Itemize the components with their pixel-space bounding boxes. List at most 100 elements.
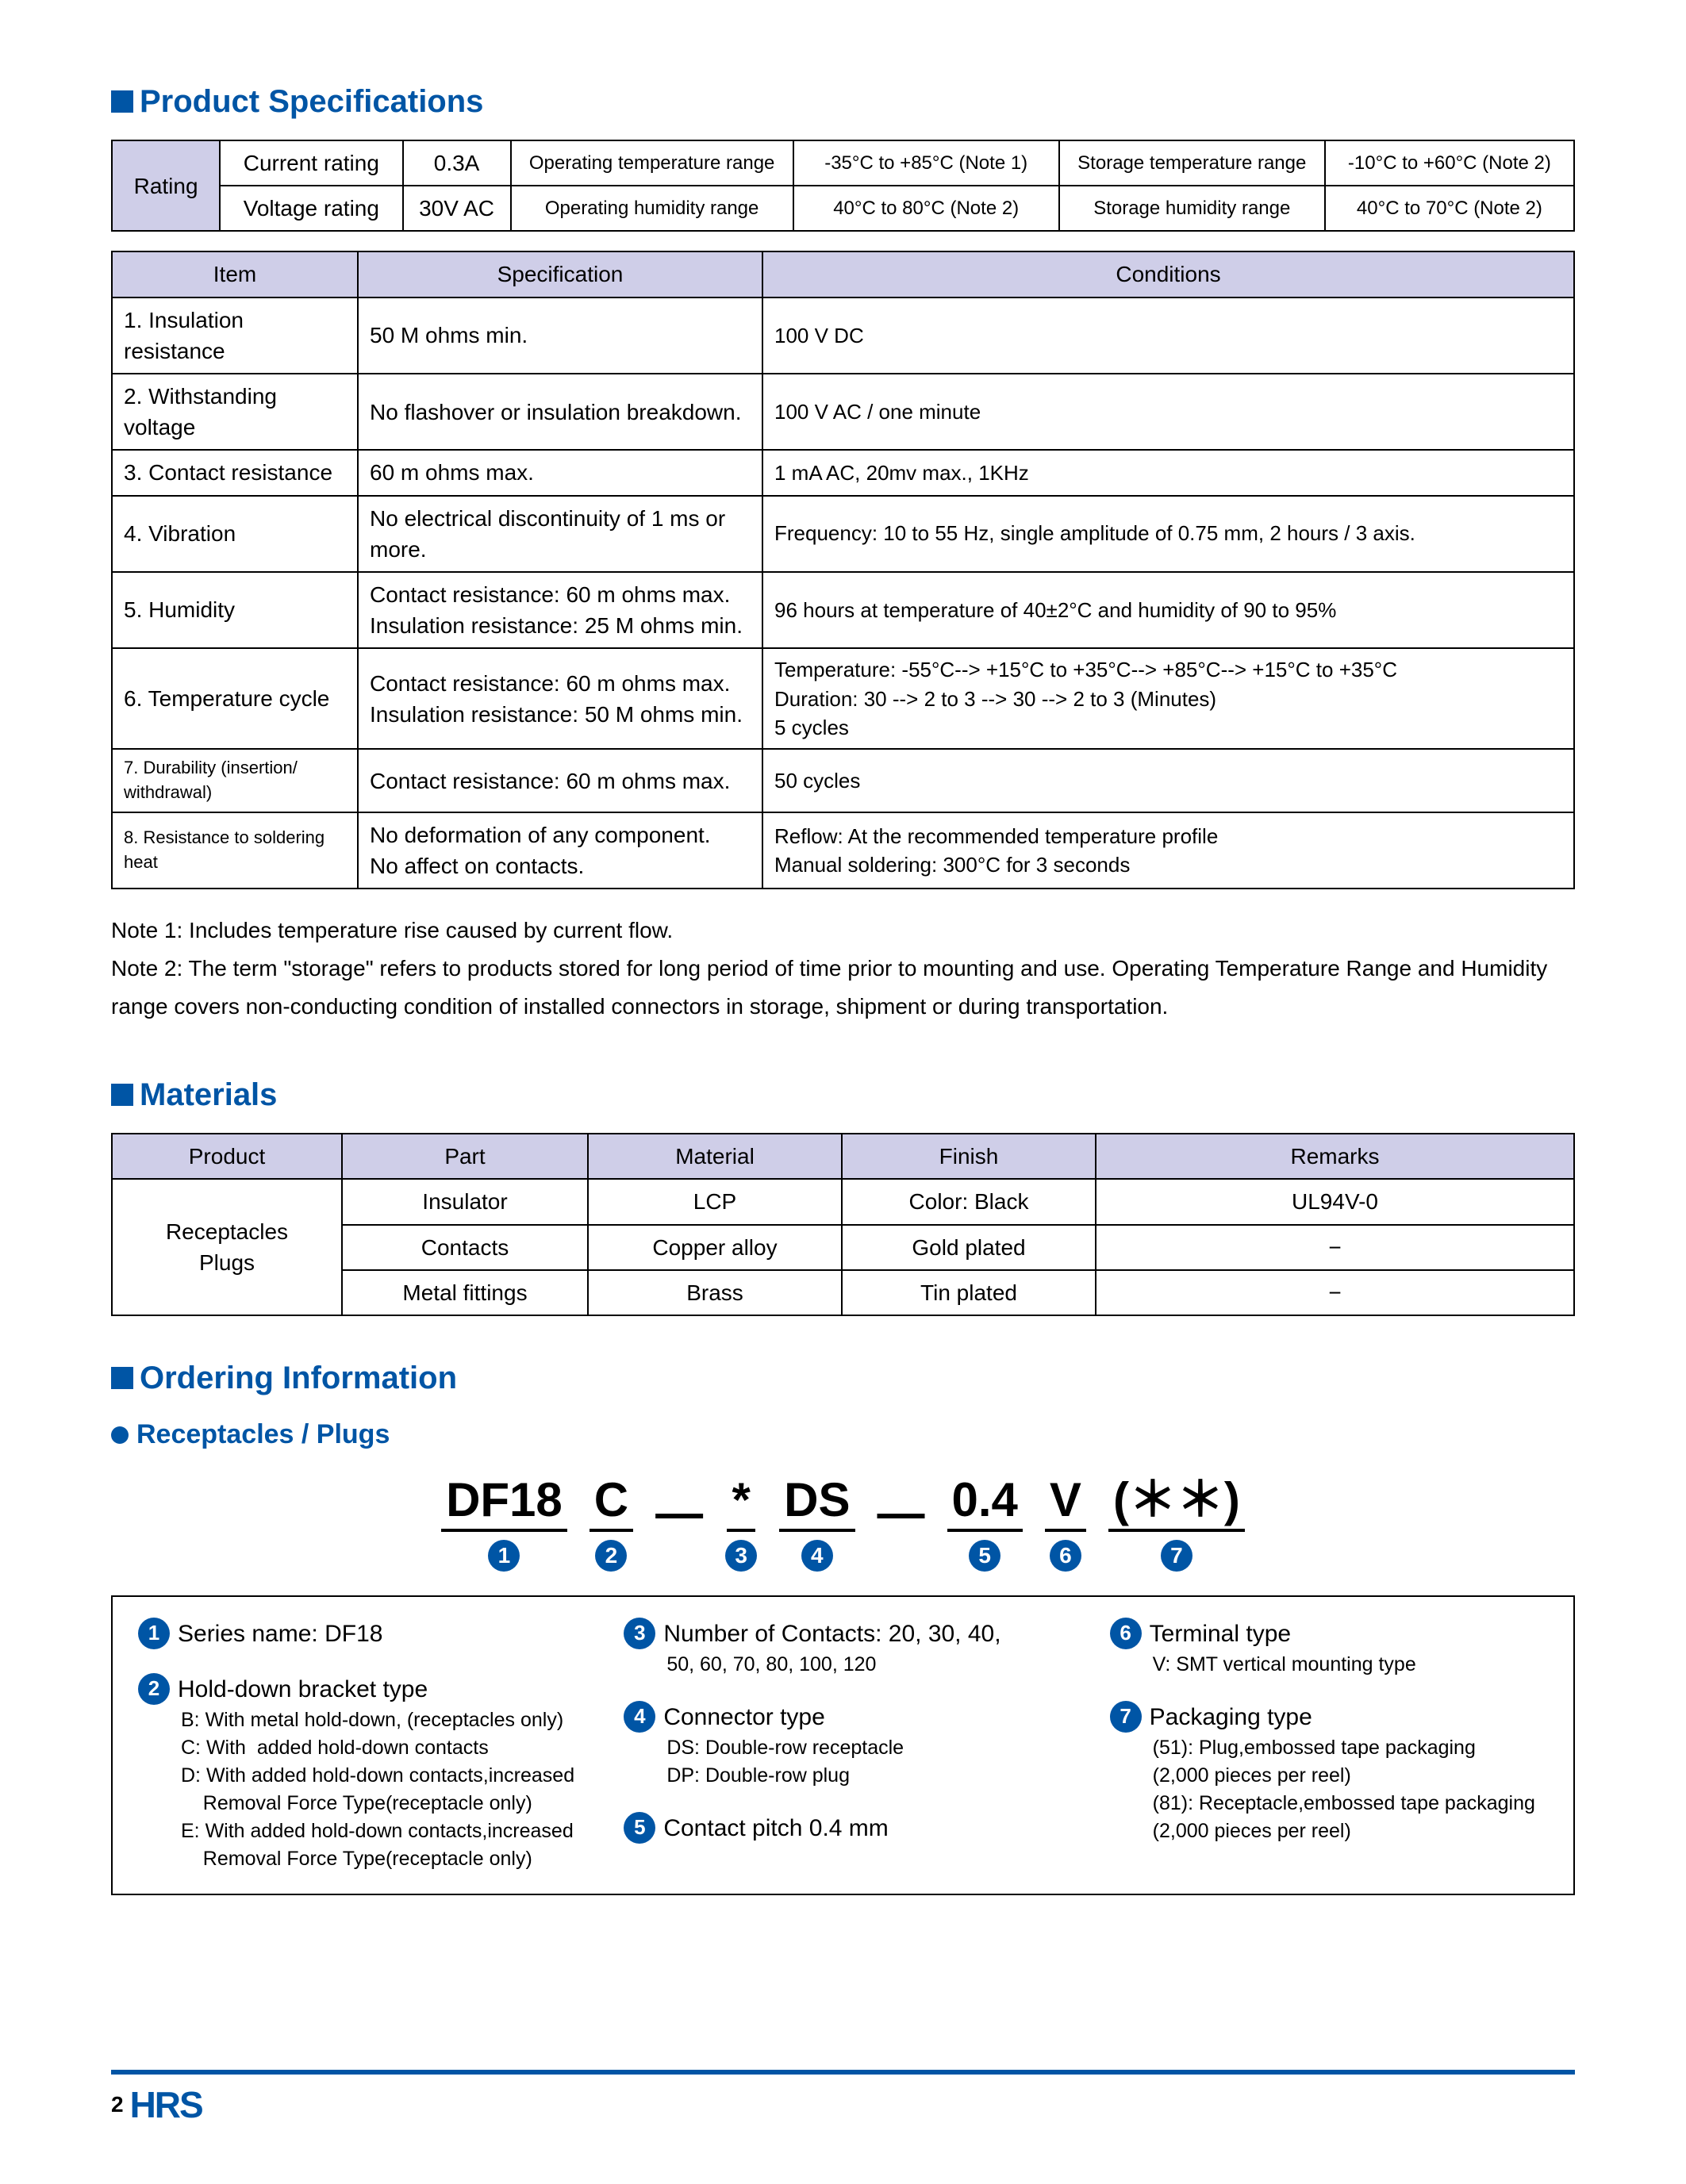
spec-item: 4. Vibration	[112, 496, 358, 572]
page-number: 2	[111, 2089, 124, 2120]
order-legend-head: Number of Contacts: 20, 30, 40,	[663, 1618, 1062, 1651]
cell: -10°C to +60°C (Note 2)	[1325, 140, 1574, 186]
spec-hdr-spec: Specification	[358, 251, 762, 297]
order-legend-num: 2	[138, 1673, 170, 1705]
order-segment: V6	[1045, 1476, 1086, 1572]
cell: 0.3A	[403, 140, 511, 186]
spec-cond: Reflow: At the recommended temperature p…	[762, 812, 1574, 889]
order-legend-item: 7Packaging type(51): Plug,embossed tape …	[1110, 1701, 1548, 1845]
order-legend-body: Packaging type(51): Plug,embossed tape p…	[1150, 1701, 1548, 1845]
section-title-product-spec: Product Specifications	[111, 79, 1575, 124]
order-legend-item: 5Contact pitch 0.4 mm	[624, 1812, 1062, 1845]
order-segment-text: DF18	[441, 1476, 567, 1532]
order-legend-sub: 50, 60, 70, 80, 100, 120	[663, 1651, 1062, 1679]
order-segment: *3	[725, 1476, 757, 1572]
order-legend-body: Series name: DF18	[178, 1618, 576, 1651]
spec-item: 2. Withstanding voltage	[112, 374, 358, 450]
cell: Voltage rating	[220, 186, 402, 231]
cell: Current rating	[220, 140, 402, 186]
order-segment: (＊＊)7	[1108, 1476, 1245, 1572]
order-segment-num: 6	[1050, 1540, 1081, 1572]
cell: 40°C to 80°C (Note 2)	[793, 186, 1059, 231]
cell: Tin plated	[842, 1270, 1096, 1315]
order-segment-text: 0.4	[947, 1476, 1023, 1532]
spec-table: Item Specification Conditions 1. Insulat…	[111, 251, 1575, 889]
table-row: 2. Withstanding voltageNo flashover or i…	[112, 374, 1574, 450]
order-segment-num: 4	[801, 1540, 833, 1572]
order-legend-item: 4Connector typeDS: Double-row receptacle…	[624, 1701, 1062, 1790]
spec-cond: 100 V DC	[762, 297, 1574, 374]
table-row: 8. Resistance to soldering heatNo deform…	[112, 812, 1574, 889]
table-row: 7. Durability (insertion/ withdrawal)Con…	[112, 749, 1574, 812]
cell: Color: Black	[842, 1179, 1096, 1224]
mat-hdr-part: Part	[342, 1134, 588, 1179]
cell: Copper alloy	[588, 1225, 842, 1270]
order-legend-item: 3Number of Contacts: 20, 30, 40,50, 60, …	[624, 1618, 1062, 1679]
order-legend-sub: (81): Receptacle,embossed tape packaging	[1150, 1790, 1548, 1817]
order-segment-text: *	[727, 1476, 755, 1532]
cell: Insulator	[342, 1179, 588, 1224]
order-legend-body: Hold-down bracket typeB: With metal hold…	[178, 1673, 576, 1873]
order-legend-head: Terminal type	[1150, 1618, 1548, 1651]
order-legend-sub: DS: Double-row receptacle	[663, 1734, 1062, 1762]
order-col-1: 1Series name: DF182Hold-down bracket typ…	[138, 1618, 576, 1873]
order-segment-text: DS	[779, 1476, 855, 1532]
mat-hdr-remarks: Remarks	[1096, 1134, 1574, 1179]
order-code-diagram: DF181C2—*3DS4—0.45V6(＊＊)7	[111, 1476, 1575, 1572]
order-segment: DF18 1	[441, 1476, 567, 1572]
spec-item: 8. Resistance to soldering heat	[112, 812, 358, 889]
order-legend-num: 6	[1110, 1618, 1142, 1649]
section-title-text: Materials	[140, 1073, 277, 1117]
order-legend-head: Connector type	[663, 1701, 1062, 1734]
order-segment: DS 4	[779, 1476, 855, 1572]
spec-value: No deformation of any component. No affe…	[358, 812, 762, 889]
cell: -35°C to +85°C (Note 1)	[793, 140, 1059, 186]
section-title-text: Product Specifications	[140, 79, 483, 124]
cell: −	[1096, 1270, 1574, 1315]
order-legend-sub: (2,000 pieces per reel)	[1150, 1817, 1548, 1845]
order-legend-num: 1	[138, 1618, 170, 1649]
order-legend-sub: (51): Plug,embossed tape packaging	[1150, 1734, 1548, 1762]
order-legend-sub: Removal Force Type(receptacle only)	[178, 1790, 576, 1817]
order-segment-num: 2	[595, 1540, 627, 1572]
spec-value: Contact resistance: 60 m ohms max. Insul…	[358, 648, 762, 749]
order-legend-box: 1Series name: DF182Hold-down bracket typ…	[111, 1595, 1575, 1895]
order-col-3: 6Terminal typeV: SMT vertical mounting t…	[1110, 1618, 1548, 1873]
order-legend-sub: Removal Force Type(receptacle only)	[178, 1845, 576, 1873]
order-legend-sub: (2,000 pieces per reel)	[1150, 1762, 1548, 1790]
section-title-materials: Materials	[111, 1073, 1575, 1117]
cell: Operating temperature range	[511, 140, 793, 186]
order-segment-num: 1	[488, 1540, 520, 1572]
hrs-logo: HRS	[130, 2079, 202, 2130]
order-legend-num: 4	[624, 1701, 655, 1733]
page-footer: 2 HRS	[111, 2070, 1575, 2130]
spec-cond: 50 cycles	[762, 749, 1574, 812]
spec-value: 60 m ohms max.	[358, 450, 762, 495]
cell: Operating humidity range	[511, 186, 793, 231]
order-legend-item: 2Hold-down bracket typeB: With metal hol…	[138, 1673, 576, 1873]
order-legend-head: Contact pitch 0.4 mm	[663, 1812, 1062, 1845]
spec-cond: Temperature: -55°C--> +15°C to +35°C--> …	[762, 648, 1574, 749]
order-legend-sub: DP: Double-row plug	[663, 1762, 1062, 1790]
table-row: 5. HumidityContact resistance: 60 m ohms…	[112, 572, 1574, 648]
sub-title-text: Receptacles / Plugs	[136, 1416, 390, 1454]
order-legend-head: Series name: DF18	[178, 1618, 576, 1651]
bullet-icon	[111, 1426, 129, 1444]
table-row: 1. Insulation resistance50 M ohms min.10…	[112, 297, 1574, 374]
spec-item: 7. Durability (insertion/ withdrawal)	[112, 749, 358, 812]
materials-table: Product Part Material Finish Remarks Rec…	[111, 1133, 1575, 1316]
table-row: 3. Contact resistance60 m ohms max.1 mA …	[112, 450, 1574, 495]
cell: −	[1096, 1225, 1574, 1270]
order-segment-num: 3	[725, 1540, 757, 1572]
order-legend-head: Hold-down bracket type	[178, 1673, 576, 1706]
order-segment: C2	[590, 1476, 633, 1572]
order-legend-item: 6Terminal typeV: SMT vertical mounting t…	[1110, 1618, 1548, 1679]
spec-cond: 96 hours at temperature of 40±2°C and hu…	[762, 572, 1574, 648]
cell: Gold plated	[842, 1225, 1096, 1270]
order-legend-num: 7	[1110, 1701, 1142, 1733]
order-segment-text: (＊＊)	[1108, 1476, 1245, 1532]
cell: Metal fittings	[342, 1270, 588, 1315]
table-row: 4. VibrationNo electrical discontinuity …	[112, 496, 1574, 572]
order-legend-body: Connector typeDS: Double-row receptacleD…	[663, 1701, 1062, 1790]
cell: 30V AC	[403, 186, 511, 231]
